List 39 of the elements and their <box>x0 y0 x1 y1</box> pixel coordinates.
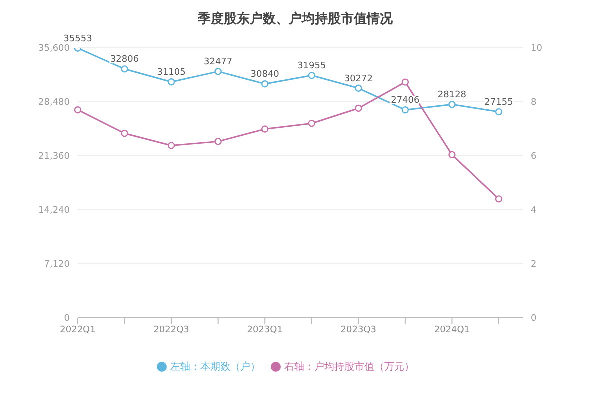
x-tick-label: 2024Q1 <box>434 325 470 336</box>
y-tick-label: 35,600 <box>38 44 70 54</box>
data-label: 28128 <box>438 90 467 101</box>
data-label: 35553 <box>64 34 92 44</box>
data-label: 30272 <box>344 74 373 84</box>
y-tick-label: 0 <box>64 314 70 324</box>
x-tick-label: 2022Q1 <box>60 325 96 336</box>
point <box>495 196 503 203</box>
y-tick-label: 28,480 <box>38 98 70 108</box>
y2-tick-label: 6 <box>531 152 537 162</box>
data-label: 31105 <box>157 68 186 78</box>
point <box>121 130 128 138</box>
y2-tick-label: 0 <box>531 314 537 324</box>
point <box>74 106 82 114</box>
point <box>262 126 269 133</box>
y-tick-label: 21,360 <box>38 152 70 162</box>
y2-tick-label: 10 <box>531 44 543 54</box>
point <box>214 138 222 146</box>
x-tick-label: 2023Q1 <box>247 325 283 336</box>
point <box>168 142 176 150</box>
data-label: 27155 <box>484 98 514 108</box>
point <box>308 120 316 128</box>
point <box>355 104 362 112</box>
data-label: 31955 <box>298 62 326 72</box>
y-tick-label: 7,120 <box>44 260 70 270</box>
data-label: 30840 <box>250 70 280 80</box>
y2-tick-label: 4 <box>531 206 537 216</box>
y2-tick-label: 2 <box>531 260 537 270</box>
data-label: 32806 <box>110 55 140 66</box>
legend-label: 左轴：本期数（户） <box>170 362 260 373</box>
x-tick-label: 2022Q3 <box>154 325 190 336</box>
y-tick-label: 14,240 <box>38 206 70 216</box>
x-tick-label: 2023Q3 <box>340 325 377 336</box>
data-label: 32477 <box>204 58 233 68</box>
legend-label: 右轴：户均持股市值（万元） <box>284 362 414 373</box>
chart-title: 季度股东户数、户均持股市值情况 <box>197 10 394 29</box>
y2-tick-label: 8 <box>531 98 537 108</box>
point <box>402 78 410 86</box>
point <box>448 151 456 159</box>
